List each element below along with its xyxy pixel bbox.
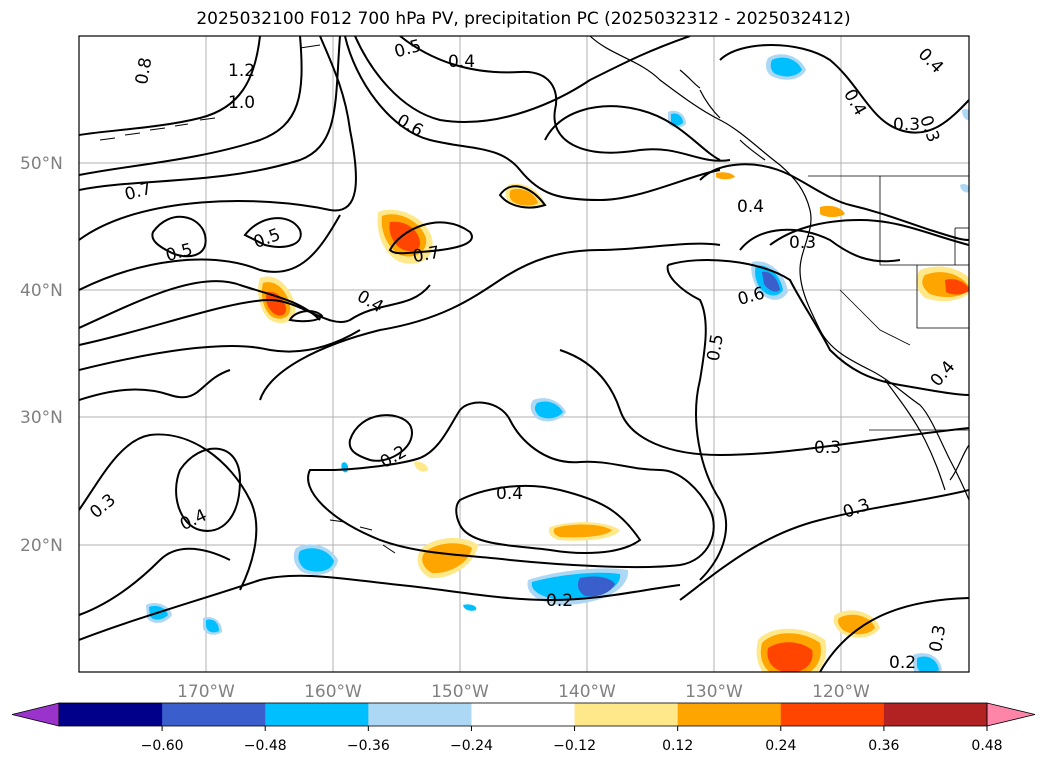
colorbar-swatch — [471, 703, 576, 726]
contour-label: 0.4 — [839, 86, 870, 119]
contour-label: 0.3 — [893, 115, 920, 135]
contour-label: 0.5 — [164, 240, 195, 266]
lon-labels: 170°W 160°W 150°W 140°W 130°W 120°W — [177, 682, 870, 702]
contour-labels: 0.8 1.2 1.0 0.5 0.4 0.6 0.4 0.4 0.3 0.3 … — [86, 36, 959, 673]
colorbar-frame — [58, 702, 988, 727]
lat-label: 40°N — [20, 281, 63, 301]
contour-label: 0.4 — [353, 286, 386, 317]
contour-label: 0.4 — [496, 484, 523, 504]
contour-label: 0.3 — [86, 490, 120, 523]
colorbar-tick-label: −0.12 — [553, 738, 596, 754]
colorbar-tick-label: 0.24 — [765, 738, 796, 754]
colorbar-swatch — [677, 703, 782, 726]
contour-label: 0.3 — [840, 495, 872, 523]
lon-label: 120°W — [812, 682, 870, 702]
lon-label: 170°W — [177, 682, 235, 702]
contour-label: 0.5 — [704, 333, 728, 363]
colorbar-tick-label: 0.12 — [662, 738, 693, 754]
lon-label: 150°W — [431, 682, 489, 702]
lat-label: 20°N — [20, 536, 63, 556]
contour-label: 0.7 — [411, 243, 441, 267]
colorbar-tick-label: −0.48 — [244, 738, 287, 754]
colorbar-tick-label: −0.60 — [141, 738, 184, 754]
colorbar-swatch — [162, 703, 266, 726]
contour-label: 0.2 — [546, 591, 573, 611]
colorbar-tick-label: −0.24 — [450, 738, 493, 754]
borders — [808, 175, 969, 431]
contour-label: 0.8 — [132, 56, 156, 86]
colorbar: −0.60 −0.48 −0.36 −0.24 −0.12 0.12 0.24 0.36 0.4… — [11, 702, 1036, 754]
contour-label: 0.3 — [814, 438, 841, 458]
contour-label: 0.3 — [915, 113, 943, 145]
lon-label: 160°W — [304, 682, 362, 702]
lat-label: 50°N — [20, 154, 63, 174]
contour-label: 0.3 — [789, 233, 816, 253]
colorbar-extend-high — [986, 702, 1036, 727]
colorbar-tick-label: 0.36 — [868, 738, 899, 754]
contour-label: 1.2 — [228, 61, 255, 81]
lat-label: 30°N — [20, 408, 63, 428]
colorbar-swatch — [265, 703, 369, 726]
colorbar-tick-label: −0.36 — [347, 738, 390, 754]
contour-label: 0.4 — [914, 44, 947, 77]
colorbar-swatch — [883, 703, 988, 726]
pv-contours — [79, 36, 969, 672]
contour-label: 0.5 — [392, 36, 423, 62]
colorbar-swatch — [59, 703, 163, 726]
contour-label: 0.4 — [448, 52, 475, 72]
colorbar-swatch — [574, 703, 679, 726]
lon-label: 130°W — [685, 682, 743, 702]
coastlines — [589, 36, 969, 501]
map-title: 2025032100 F012 700 hPa PV, precipitatio… — [196, 9, 851, 29]
colorbar-swatch — [368, 703, 472, 726]
lon-label: 140°W — [558, 682, 616, 702]
contour-label: 0.2 — [889, 653, 916, 673]
contour-label: 0.7 — [123, 179, 154, 205]
colorbar-swatch — [780, 703, 885, 726]
map-frame — [78, 35, 970, 673]
contour-label: 0.2 — [377, 442, 410, 473]
contour-label: 0.5 — [251, 225, 283, 253]
contour-label: 0.3 — [926, 624, 950, 654]
lat-labels: 50°N 40°N 30°N 20°N — [20, 154, 63, 556]
islands — [99, 44, 396, 554]
contour-label: 1.0 — [228, 93, 255, 113]
colorbar-tick-label: 0.48 — [971, 738, 1002, 754]
contour-label: 0.4 — [737, 197, 764, 217]
colorbar-extend-low — [11, 702, 60, 727]
contour-label: 0.4 — [927, 357, 960, 391]
contour-label: 0.6 — [736, 283, 767, 309]
